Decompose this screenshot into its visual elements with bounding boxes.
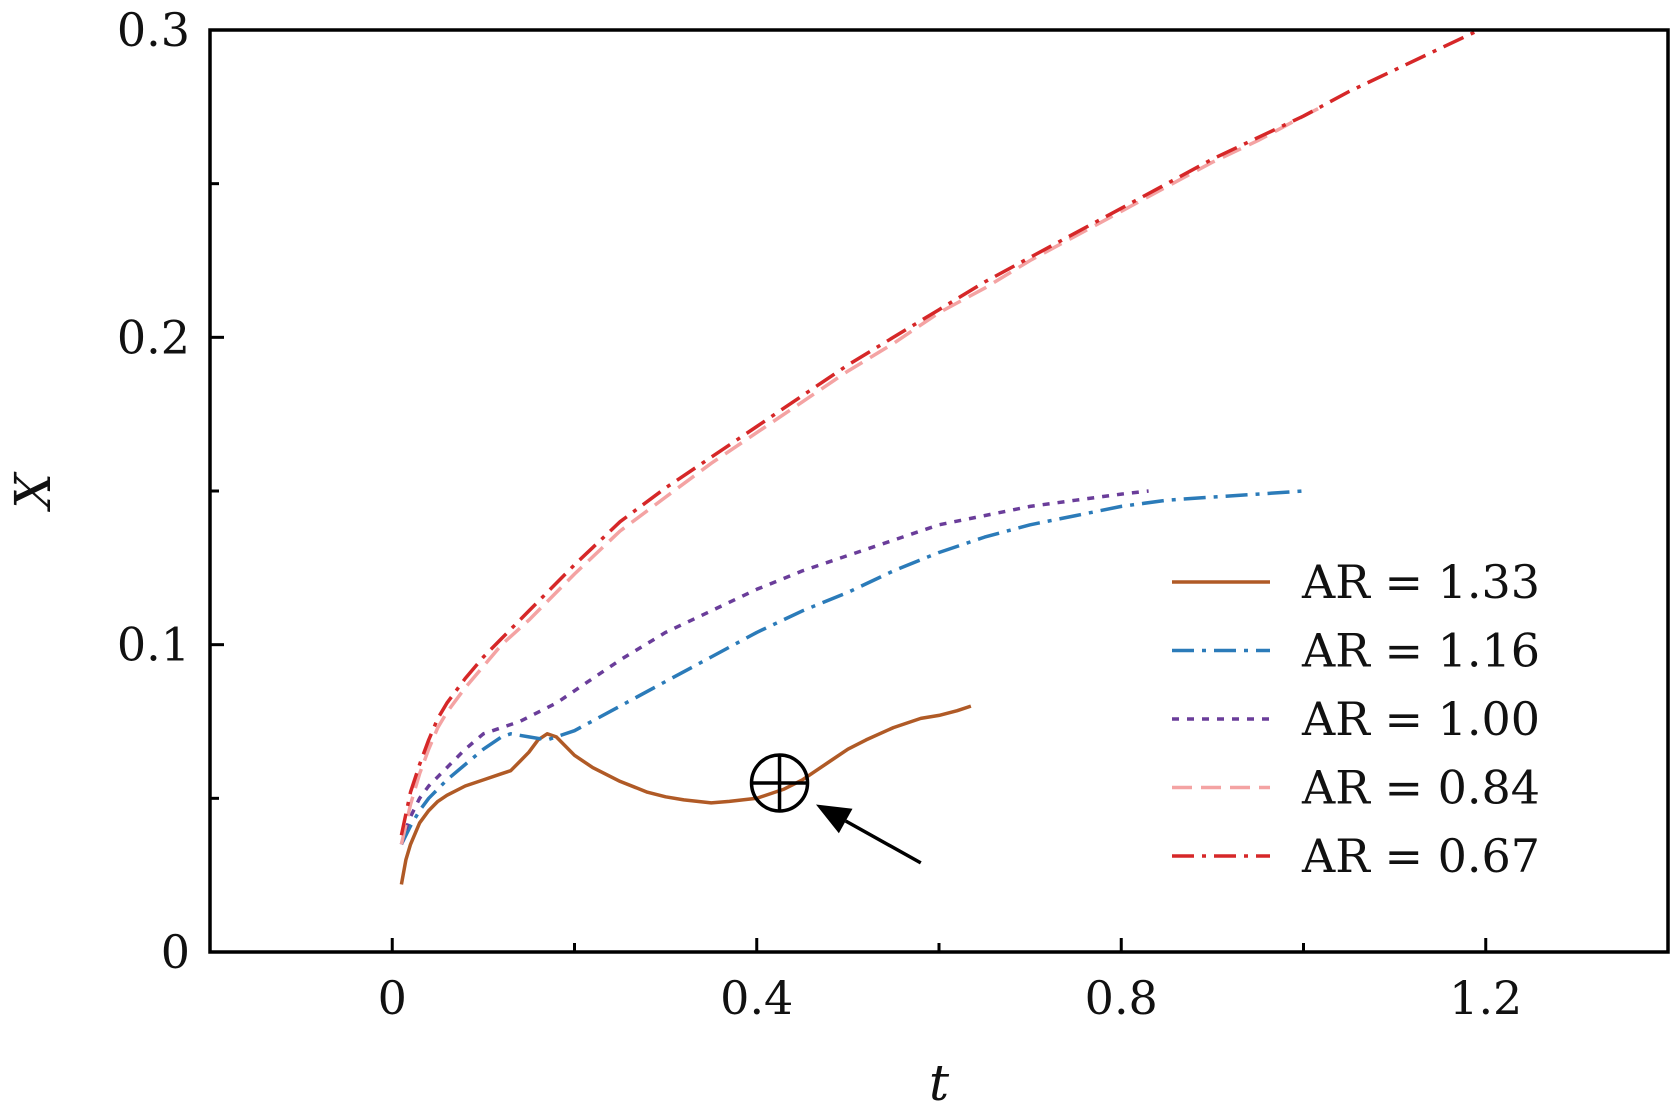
x-tick-label: 0.8 xyxy=(1085,971,1158,1025)
series-line xyxy=(399,105,1323,845)
legend-label: AR = 0.84 xyxy=(1301,761,1540,815)
annotations xyxy=(749,753,922,865)
x-tick-label: 0.4 xyxy=(720,971,793,1025)
y-tick-label: 0 xyxy=(161,925,190,979)
legend-item: AR = 1.00 xyxy=(1172,692,1540,746)
legend-label: AR = 0.67 xyxy=(1301,829,1540,883)
legend-item: AR = 1.16 xyxy=(1172,624,1540,678)
circled-plus-marker xyxy=(749,753,810,813)
y-tick-label: 0.2 xyxy=(117,310,190,364)
plot-area xyxy=(399,30,1484,885)
x-tick-label: 0 xyxy=(378,971,407,1025)
legend: AR = 1.33 AR = 1.16 AR = 1.00 AR = 0.84 AR =… xyxy=(1172,555,1540,883)
legend-label: AR = 1.33 xyxy=(1301,555,1540,609)
series-line xyxy=(399,489,1149,845)
y-tick-label: 0.3 xyxy=(117,3,190,57)
x-axis-label: t xyxy=(929,1054,950,1112)
series-line xyxy=(399,30,1484,836)
legend-item: AR = 1.33 xyxy=(1172,555,1540,609)
legend-item: AR = 0.67 xyxy=(1172,829,1540,883)
series-line xyxy=(399,704,972,885)
annotation-arrow xyxy=(815,804,922,865)
axis-ticks: 0 0.4 0.8 1.2 0 0.1 0.2 0.3 xyxy=(117,3,1522,1025)
legend-item: AR = 0.84 xyxy=(1172,761,1540,815)
series-line xyxy=(399,489,1304,846)
x-tick-label: 1.2 xyxy=(1449,971,1522,1025)
legend-label: AR = 1.16 xyxy=(1301,624,1540,678)
y-tick-label: 0.1 xyxy=(117,618,190,672)
y-axis-label: X xyxy=(4,471,62,513)
legend-label: AR = 1.00 xyxy=(1301,692,1540,746)
